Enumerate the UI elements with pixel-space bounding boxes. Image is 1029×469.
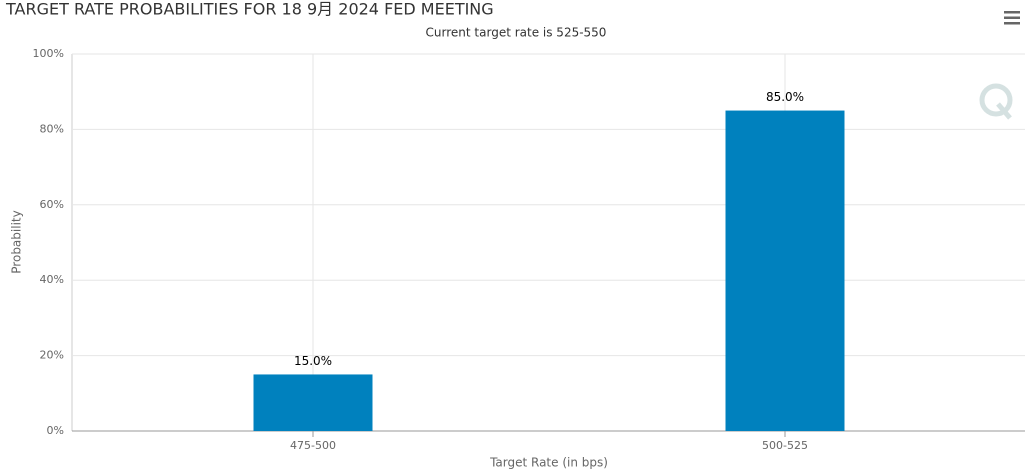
logo-tail (996, 102, 1012, 120)
logo-ring (979, 83, 1013, 117)
x-axis-label: Target Rate (in bps) (489, 456, 608, 469)
y-tick-label: 80% (40, 122, 64, 135)
chart-title: TARGET RATE PROBABILITIES FOR 18 9月 2024… (5, 0, 494, 19)
y-tick-label: 40% (40, 273, 64, 286)
y-tick-label: 20% (40, 349, 64, 362)
chart-subtitle: Current target rate is 525-550 (426, 26, 607, 40)
menu-button[interactable] (1004, 11, 1020, 25)
x-tick-label: 500-525 (762, 439, 808, 452)
bar (725, 110, 845, 432)
bar (253, 374, 373, 431)
menu-bar (1004, 11, 1020, 14)
watermark-logo (979, 83, 1013, 120)
y-tick-label: 60% (40, 198, 64, 211)
y-tick-label: 0% (47, 424, 64, 437)
x-tick-label: 475-500 (290, 439, 336, 452)
menu-bar (1004, 22, 1020, 25)
y-tick-label: 100% (33, 47, 64, 60)
value-label: 15.0% (294, 354, 332, 368)
menu-bar (1004, 16, 1020, 19)
value-label: 85.0% (766, 90, 804, 104)
y-axis-label: Probability (10, 210, 24, 273)
